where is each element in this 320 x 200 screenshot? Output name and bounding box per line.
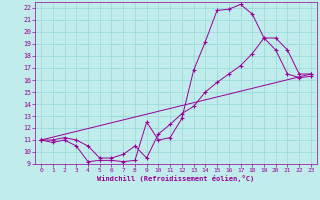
X-axis label: Windchill (Refroidissement éolien,°C): Windchill (Refroidissement éolien,°C) — [97, 175, 255, 182]
